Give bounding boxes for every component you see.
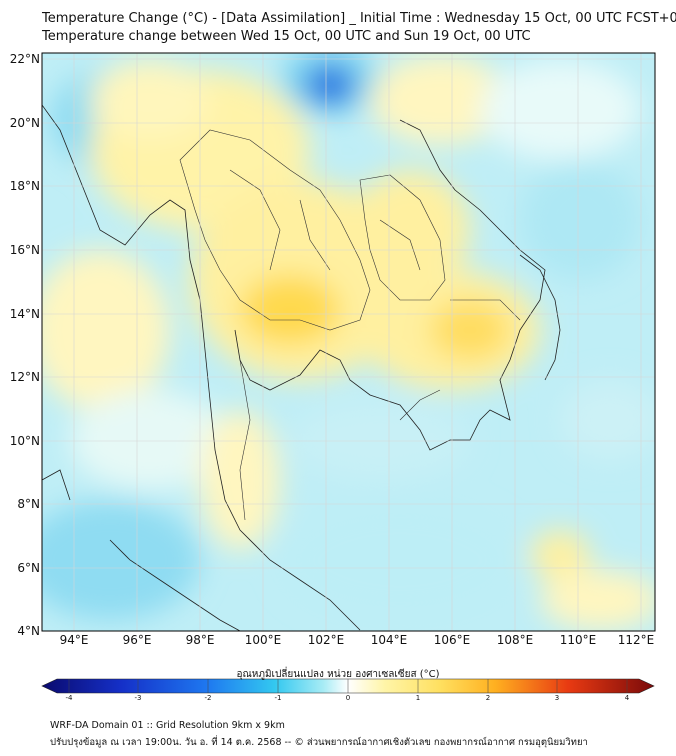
colorbar-tick: -2 <box>204 694 212 702</box>
colorbar-tick: 0 <box>345 694 351 702</box>
lon-label: 98°E <box>185 633 215 647</box>
lon-label: 106°E <box>433 633 471 647</box>
lon-label: 94°E <box>59 633 89 647</box>
lat-label: 18°N <box>9 179 40 193</box>
footer-credit: ปรับปรุงข้อมูล ณ เวลา 19:00น. วัน อ. ที่… <box>50 737 588 748</box>
lat-label: 14°N <box>9 307 40 321</box>
lon-label: 102°E <box>307 633 345 647</box>
graticule <box>42 53 655 631</box>
colorbar-tick: 4 <box>624 694 630 702</box>
lat-label: 12°N <box>9 370 40 384</box>
map-title-line-1: Temperature Change (°C) - [Data Assimila… <box>42 11 676 26</box>
lat-label: 20°N <box>9 116 40 130</box>
footer-model-info: WRF-DA Domain 01 :: Grid Resolution 9km … <box>50 720 285 731</box>
colorbar-tick: -3 <box>134 694 142 702</box>
temperature-field <box>42 53 655 631</box>
colorbar <box>41 678 655 694</box>
lat-label: 10°N <box>9 434 40 448</box>
map-title-line-2: Temperature change between Wed 15 Oct, 0… <box>42 29 531 44</box>
lat-label: 22°N <box>9 52 40 66</box>
lat-label: 6°N <box>17 561 40 575</box>
colorbar-tick: -1 <box>274 694 282 702</box>
lon-label: 112°E <box>617 633 655 647</box>
colorbar-tick: 1 <box>415 694 421 702</box>
map-frame <box>41 52 656 632</box>
colorbar-tick: -4 <box>65 694 73 702</box>
lat-label: 4°N <box>17 624 40 638</box>
admin-borders <box>179 129 521 521</box>
lon-label: 110°E <box>559 633 597 647</box>
lon-label: 104°E <box>370 633 408 647</box>
lat-label: 16°N <box>9 243 40 257</box>
lon-label: 96°E <box>122 633 152 647</box>
colorbar-tick: 2 <box>485 694 491 702</box>
lon-label: 100°E <box>244 633 282 647</box>
lon-label: 108°E <box>496 633 534 647</box>
lat-label: 8°N <box>17 497 40 511</box>
colorbar-tick: 3 <box>554 694 560 702</box>
colorbar-title: อุณหภูมิเปลี่ยนแปลง หน่วย องศาเซลเซียส (… <box>236 669 440 680</box>
